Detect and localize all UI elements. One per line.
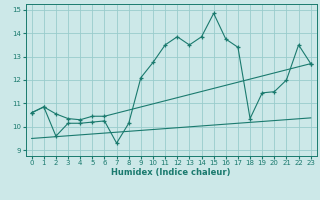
X-axis label: Humidex (Indice chaleur): Humidex (Indice chaleur) — [111, 168, 231, 177]
